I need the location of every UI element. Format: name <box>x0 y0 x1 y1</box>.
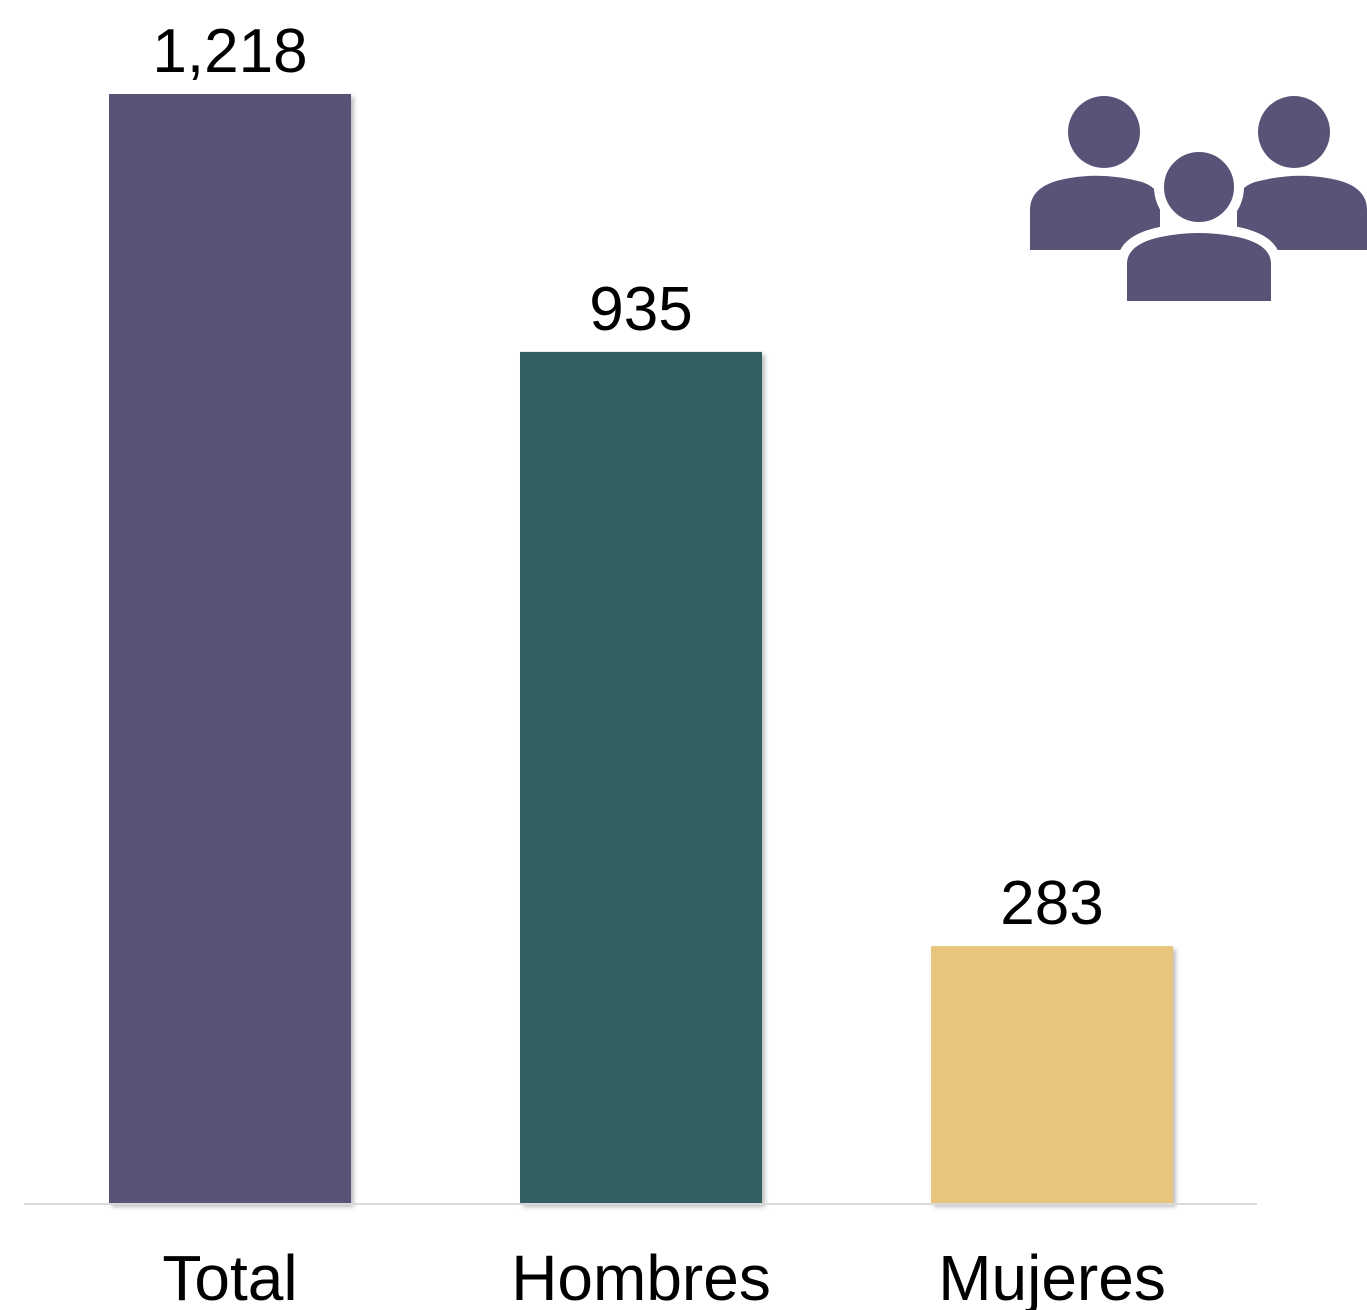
category-label-hombres: Hombres <box>511 1242 771 1310</box>
category-label-total: Total <box>162 1242 297 1310</box>
group-people-icon <box>1030 96 1367 306</box>
bar-hombres <box>520 351 762 1205</box>
bar-total <box>109 94 351 1204</box>
labels-group: 1,218 Total 935 Hombres 283 Mujeres <box>152 17 1165 1310</box>
data-label-mujeres: 283 <box>1000 869 1103 938</box>
data-label-total: 1,218 <box>152 17 307 86</box>
bars-group <box>109 94 1173 1205</box>
bar-mujeres <box>931 946 1173 1204</box>
data-label-hombres: 935 <box>589 275 692 344</box>
category-label-mujeres: Mujeres <box>938 1242 1166 1310</box>
